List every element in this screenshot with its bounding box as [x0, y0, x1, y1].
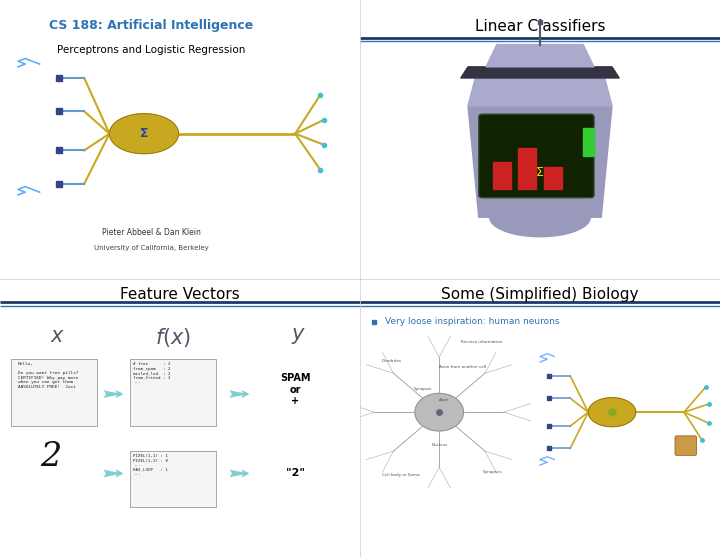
Text: Pieter Abbeel & Dan Klein: Pieter Abbeel & Dan Klein [102, 228, 201, 237]
Polygon shape [490, 217, 590, 237]
Bar [493, 162, 511, 189]
Polygon shape [588, 398, 636, 427]
Polygon shape [461, 67, 619, 78]
Text: Synapsis: Synapsis [414, 387, 432, 391]
Text: Hello,

Do you want free pills?
CERTIFIED! Why pay more
when you can get them
AB: Hello, Do you want free pills? CERTIFIED… [18, 362, 78, 389]
Polygon shape [486, 45, 594, 67]
FancyBboxPatch shape [675, 436, 696, 456]
Text: $f(x)$: $f(x)$ [155, 326, 191, 349]
Text: Dendrites: Dendrites [382, 359, 402, 363]
Text: Axon from another cell: Axon from another cell [439, 365, 486, 369]
Text: $x$: $x$ [50, 326, 65, 346]
FancyBboxPatch shape [130, 359, 216, 426]
Text: Perceptrons and Logistic Regression: Perceptrons and Logistic Regression [57, 45, 246, 55]
Text: Σ: Σ [140, 127, 148, 140]
Polygon shape [468, 106, 612, 217]
Text: University of California, Berkeley: University of California, Berkeley [94, 245, 209, 251]
Bar [544, 167, 562, 189]
Text: $y$: $y$ [292, 326, 306, 346]
Bar [583, 128, 594, 156]
Text: Cell body or Soma: Cell body or Soma [382, 473, 419, 477]
Text: Axon: Axon [439, 398, 449, 402]
Polygon shape [109, 114, 179, 154]
FancyBboxPatch shape [479, 114, 594, 198]
Text: Receive information: Receive information [461, 340, 502, 344]
Text: # free      : 2
from_spam   : 2
misled_led  : 2
from_friend : 2
...: # free : 2 from_spam : 2 misled_led : 2 … [133, 362, 171, 384]
Text: Linear Classifiers: Linear Classifiers [474, 19, 606, 35]
FancyBboxPatch shape [130, 451, 216, 507]
Bar [518, 148, 536, 189]
Polygon shape [415, 393, 464, 431]
Text: Nucleus: Nucleus [432, 443, 449, 447]
Text: Synapses: Synapses [482, 471, 502, 475]
Text: Feature Vectors: Feature Vectors [120, 287, 240, 302]
FancyBboxPatch shape [11, 359, 97, 426]
Text: Some (Simplified) Biology: Some (Simplified) Biology [441, 287, 639, 302]
Text: 2: 2 [40, 441, 61, 473]
Text: PIXEL(1,1) : 1
PIXEL(1,2) : 0
...
HAS_LOOP   : 1
...: PIXEL(1,1) : 1 PIXEL(1,2) : 0 ... HAS_LO… [133, 454, 168, 476]
Polygon shape [468, 78, 612, 106]
Text: Σ: Σ [536, 166, 544, 179]
Text: CS 188: Artificial Intelligence: CS 188: Artificial Intelligence [49, 19, 253, 32]
Text: "2": "2" [286, 468, 305, 478]
Text: Very loose inspiration: human neurons: Very loose inspiration: human neurons [385, 317, 559, 326]
Text: SPAM
or
+: SPAM or + [280, 373, 310, 407]
